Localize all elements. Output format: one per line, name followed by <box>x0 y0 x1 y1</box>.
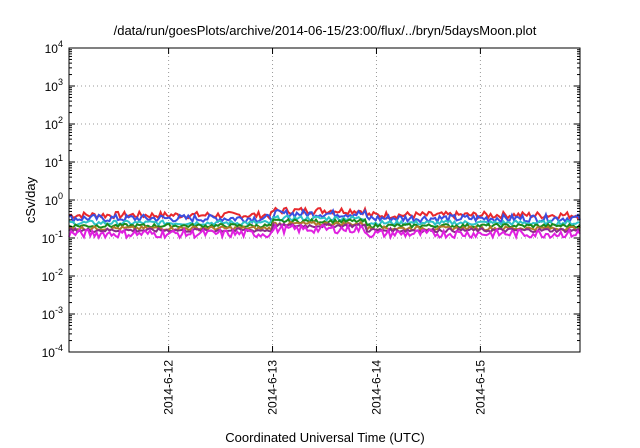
series-line <box>68 222 581 241</box>
y-tick-label: 10-2 <box>42 267 63 284</box>
y-axis: 10-4 10-3 10-2 10-1 100 101 102 103 104 <box>42 39 580 360</box>
y-tick-label: 103 <box>45 77 63 94</box>
x-axis-label: Coordinated Universal Time (UTC) <box>225 430 424 445</box>
y-tick-label: 10-1 <box>42 229 63 246</box>
series-group <box>68 205 581 241</box>
series-line <box>68 214 581 228</box>
series-line <box>68 220 581 233</box>
grid <box>69 48 580 352</box>
x-tick-label: 2014-6-14 <box>369 360 383 415</box>
y-axis-label: cSv/day <box>23 176 38 223</box>
chart-title: /data/run/goesPlots/archive/2014-06-15/2… <box>114 23 537 38</box>
series-line <box>68 205 581 221</box>
series-line <box>68 221 581 234</box>
x-axis: 2014-6-12 2014-6-13 2014-6-14 2014-6-15 <box>162 48 487 415</box>
y-tick-label: 10-4 <box>42 343 63 360</box>
x-tick-label: 2014-6-12 <box>162 360 176 415</box>
series-line <box>68 217 581 230</box>
y-tick-label: 101 <box>45 153 63 170</box>
y-tick-label: 100 <box>45 191 63 208</box>
y-tick-label: 10-3 <box>42 305 63 322</box>
y-tick-label: 102 <box>45 115 63 132</box>
x-tick-label: 2014-6-13 <box>266 360 280 415</box>
x-tick-label: 2014-6-15 <box>473 360 487 415</box>
y-tick-label: 104 <box>45 39 63 56</box>
